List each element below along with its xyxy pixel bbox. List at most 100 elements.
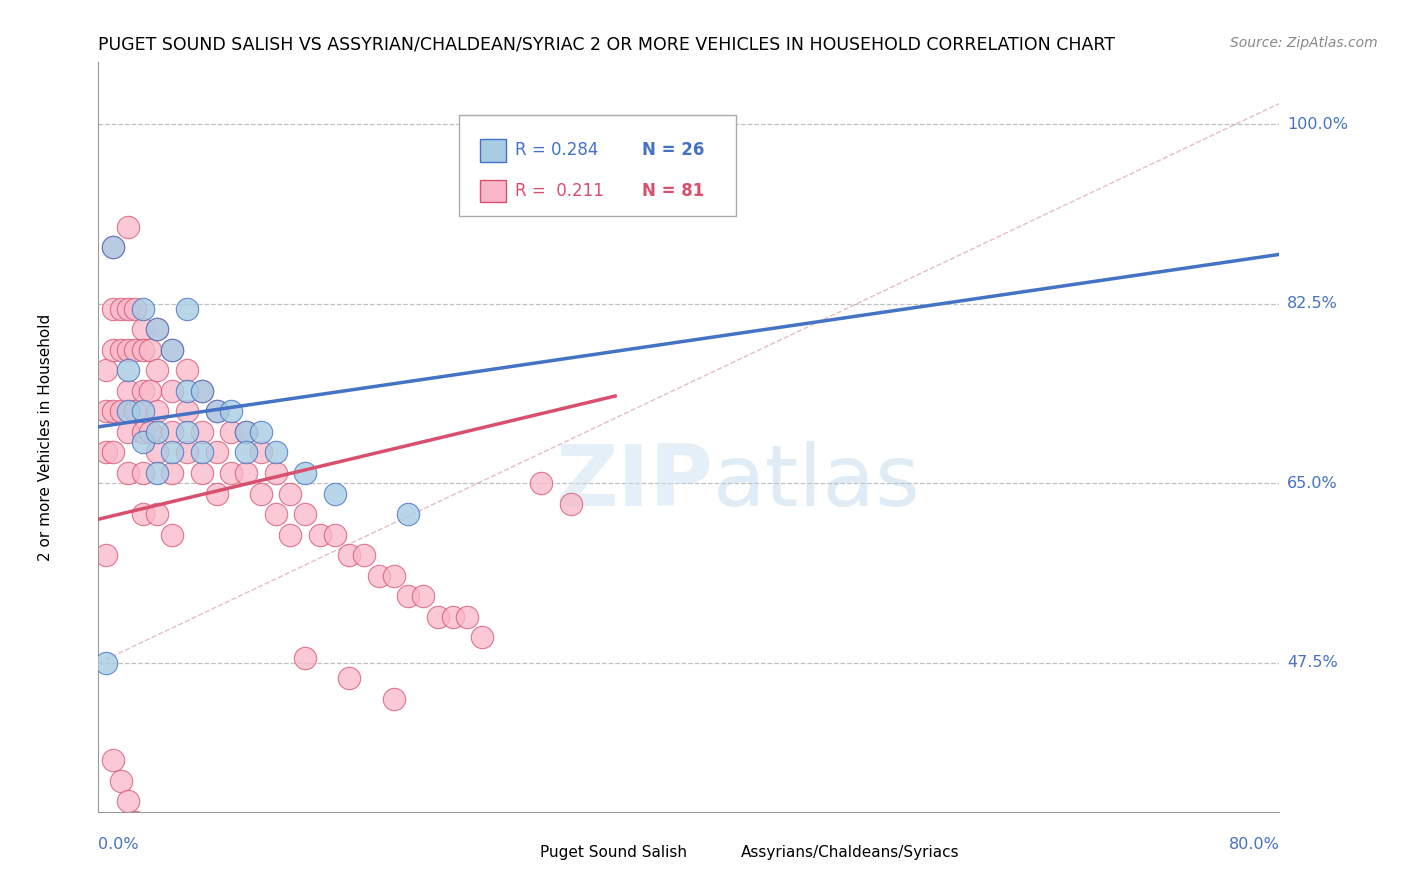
Point [110, 773, 132, 788]
Text: 2 or more Vehicles in Household: 2 or more Vehicles in Household [38, 313, 53, 561]
Point [132, 466, 155, 480]
Point [235, 445, 257, 459]
Point [191, 384, 214, 398]
Point [132, 435, 155, 450]
Point [124, 301, 146, 316]
Text: 0.0%: 0.0% [98, 838, 139, 853]
Point [146, 404, 169, 418]
Point [146, 363, 169, 377]
Text: ZIP: ZIP [555, 441, 713, 524]
Point [110, 343, 132, 357]
Point [162, 425, 183, 439]
Bar [506, 842, 531, 864]
Point [103, 240, 125, 254]
Text: 100.0%: 100.0% [1286, 117, 1348, 131]
Text: Puget Sound Salish: Puget Sound Salish [540, 845, 688, 860]
Point [294, 466, 316, 480]
Point [176, 404, 198, 418]
Text: 82.5%: 82.5% [1286, 296, 1337, 311]
Point [103, 343, 125, 357]
Point [117, 384, 139, 398]
Point [353, 548, 375, 562]
Point [221, 404, 243, 418]
Point [146, 445, 169, 459]
Point [294, 650, 316, 665]
Text: R = 0.284: R = 0.284 [516, 141, 599, 160]
Point [221, 425, 243, 439]
Point [162, 343, 183, 357]
Point [139, 425, 162, 439]
Point [427, 609, 450, 624]
Point [110, 404, 132, 418]
Point [124, 404, 146, 418]
Point [205, 404, 228, 418]
Point [103, 301, 125, 316]
Point [162, 466, 183, 480]
Point [264, 507, 287, 521]
FancyBboxPatch shape [458, 115, 737, 216]
Point [117, 794, 139, 808]
Point [94, 656, 117, 670]
Point [94, 363, 117, 377]
Point [117, 301, 139, 316]
Text: N = 81: N = 81 [641, 182, 704, 200]
Point [530, 476, 553, 491]
Point [94, 404, 117, 418]
Point [146, 322, 169, 336]
Point [117, 425, 139, 439]
Point [250, 445, 273, 459]
Point [235, 425, 257, 439]
Point [250, 486, 273, 500]
Point [110, 301, 132, 316]
Point [132, 425, 155, 439]
Point [146, 425, 169, 439]
Point [441, 609, 464, 624]
Point [162, 445, 183, 459]
Bar [479, 179, 506, 202]
Point [560, 497, 582, 511]
Point [132, 404, 155, 418]
Point [205, 486, 228, 500]
Point [117, 466, 139, 480]
Point [471, 630, 494, 644]
Point [191, 425, 214, 439]
Point [132, 343, 155, 357]
Point [162, 384, 183, 398]
Point [382, 691, 405, 706]
Point [323, 486, 346, 500]
Point [103, 445, 125, 459]
Point [294, 507, 316, 521]
Point [191, 466, 214, 480]
Point [191, 384, 214, 398]
Text: atlas: atlas [713, 441, 921, 524]
Point [191, 445, 214, 459]
Point [339, 548, 361, 562]
Point [117, 343, 139, 357]
Point [117, 404, 139, 418]
Point [176, 445, 198, 459]
Point [94, 548, 117, 562]
Point [162, 343, 183, 357]
Point [398, 507, 420, 521]
Point [205, 404, 228, 418]
Point [132, 301, 155, 316]
Point [323, 527, 346, 541]
Point [235, 425, 257, 439]
Text: Assyrians/Chaldeans/Syriacs: Assyrians/Chaldeans/Syriacs [741, 845, 959, 860]
Point [94, 445, 117, 459]
Point [132, 507, 155, 521]
Point [339, 671, 361, 685]
Point [176, 301, 198, 316]
Point [139, 343, 162, 357]
Point [162, 527, 183, 541]
Text: R =  0.211: R = 0.211 [516, 182, 605, 200]
Point [264, 445, 287, 459]
Point [250, 425, 273, 439]
Point [124, 343, 146, 357]
Point [176, 363, 198, 377]
Point [103, 753, 125, 767]
Point [205, 445, 228, 459]
Point [146, 322, 169, 336]
Point [221, 466, 243, 480]
Bar [707, 842, 733, 864]
